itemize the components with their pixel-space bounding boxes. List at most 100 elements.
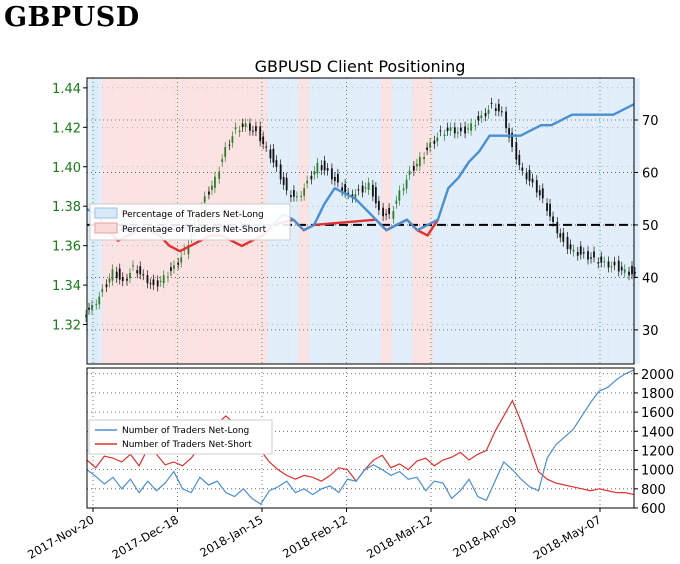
candle-body xyxy=(310,175,313,180)
candle-body xyxy=(170,267,172,272)
candle-body xyxy=(173,265,175,269)
candle-body xyxy=(129,273,131,279)
candle-body xyxy=(313,171,316,175)
candle-body xyxy=(98,296,101,305)
candle-body xyxy=(582,252,585,254)
candle-body xyxy=(244,123,247,128)
candle-body xyxy=(418,156,421,167)
candle-body xyxy=(628,271,630,276)
candle-body xyxy=(275,160,278,167)
percentage-tick-label: 50 xyxy=(642,219,659,234)
candle-body xyxy=(439,130,442,132)
candle-body xyxy=(203,196,206,203)
candle-body xyxy=(241,123,244,128)
candle-body xyxy=(597,262,600,264)
candle-body xyxy=(500,111,503,113)
candle-body xyxy=(412,165,415,171)
candle-body xyxy=(572,249,575,252)
candle-body xyxy=(477,116,480,121)
sentiment-band xyxy=(546,78,558,364)
candle-body xyxy=(535,180,538,193)
count-tick-label: 1000 xyxy=(641,464,674,479)
sentiment-band xyxy=(484,78,496,364)
date-tick-label: 2018-May-07 xyxy=(531,512,604,562)
candle-body xyxy=(279,164,282,180)
candle-body xyxy=(320,165,323,171)
candle-body xyxy=(162,275,165,284)
candle-body xyxy=(456,132,459,134)
candle-body xyxy=(508,128,510,138)
candle-body xyxy=(549,203,551,217)
candle-body xyxy=(415,163,418,167)
legend-label-net-short: Percentage of Traders Net-Short xyxy=(122,225,267,235)
count-axis: 600 800 1000 1200 1400 1600 1800 2000 xyxy=(634,368,674,517)
page-title: GBPUSD xyxy=(4,2,140,33)
percentage-tick-label: 60 xyxy=(642,166,659,181)
candle-body xyxy=(105,284,108,288)
candle-body xyxy=(634,271,636,274)
candle-body xyxy=(388,208,391,215)
count-tick-label: 1800 xyxy=(641,387,674,402)
sentiment-band xyxy=(618,78,630,364)
candle-body xyxy=(569,244,572,250)
candle-body xyxy=(354,194,357,198)
candle-body xyxy=(392,210,395,219)
count-tick-label: 1200 xyxy=(641,444,674,459)
candle-body xyxy=(385,213,388,216)
candle-body xyxy=(521,167,524,171)
sentiment-band xyxy=(443,78,454,364)
candle-body xyxy=(95,304,98,306)
candle-body xyxy=(367,182,370,190)
percentage-tick-label: 30 xyxy=(642,324,659,339)
sentiment-band xyxy=(494,78,506,364)
candle-body xyxy=(214,176,216,188)
candle-body xyxy=(218,171,221,179)
candle-body xyxy=(296,196,298,198)
price-tick-label: 1.34 xyxy=(52,279,81,294)
candle-body xyxy=(208,191,210,195)
candle-body xyxy=(293,190,295,197)
price-axis: 1.32 1.34 1.36 1.38 1.40 1.42 1.44 xyxy=(52,82,87,334)
sentiment-band xyxy=(298,78,310,364)
candle-body xyxy=(269,149,272,159)
count-tick-label: 1400 xyxy=(641,425,674,440)
candle-body xyxy=(528,169,531,181)
sentiment-band xyxy=(422,78,434,364)
candle-body xyxy=(484,113,487,117)
candle-body xyxy=(607,261,610,268)
candle-body xyxy=(566,236,569,250)
candle-body xyxy=(429,143,431,148)
candle-body xyxy=(538,190,541,196)
candle-body xyxy=(426,147,428,151)
candle-body xyxy=(139,266,142,275)
candle-body xyxy=(262,136,265,145)
candle-body xyxy=(136,270,139,274)
sentiment-band xyxy=(308,78,320,364)
candle-body xyxy=(480,115,483,119)
candle-body xyxy=(231,136,234,143)
candle-body xyxy=(142,274,145,276)
candle-body xyxy=(497,103,500,112)
net-long-count-line xyxy=(86,369,635,505)
sentiment-band xyxy=(412,78,424,364)
candle-body xyxy=(306,180,309,184)
legend-label-count-short: Number of Traders Net-Short xyxy=(122,440,252,450)
price-tick-label: 1.44 xyxy=(52,82,81,97)
top-panel: GBPUSD Client Positioning 1.321.341.361.… xyxy=(52,57,659,365)
candle-body xyxy=(449,127,452,131)
candle-body xyxy=(272,148,275,163)
date-tick-label: 2018-Jan-15 xyxy=(197,512,265,559)
legend-label-count-long: Number of Traders Net-Long xyxy=(122,426,249,436)
candle-body xyxy=(382,207,385,217)
candle-body xyxy=(126,278,128,281)
sentiment-band xyxy=(381,78,393,364)
candle-body xyxy=(436,137,439,142)
candle-body xyxy=(631,265,633,275)
candle-body xyxy=(108,278,111,283)
candle-body xyxy=(515,142,518,160)
candle-body xyxy=(357,189,360,191)
candle-body xyxy=(180,257,183,263)
candle-body xyxy=(371,184,374,197)
sentiment-band xyxy=(329,78,341,364)
